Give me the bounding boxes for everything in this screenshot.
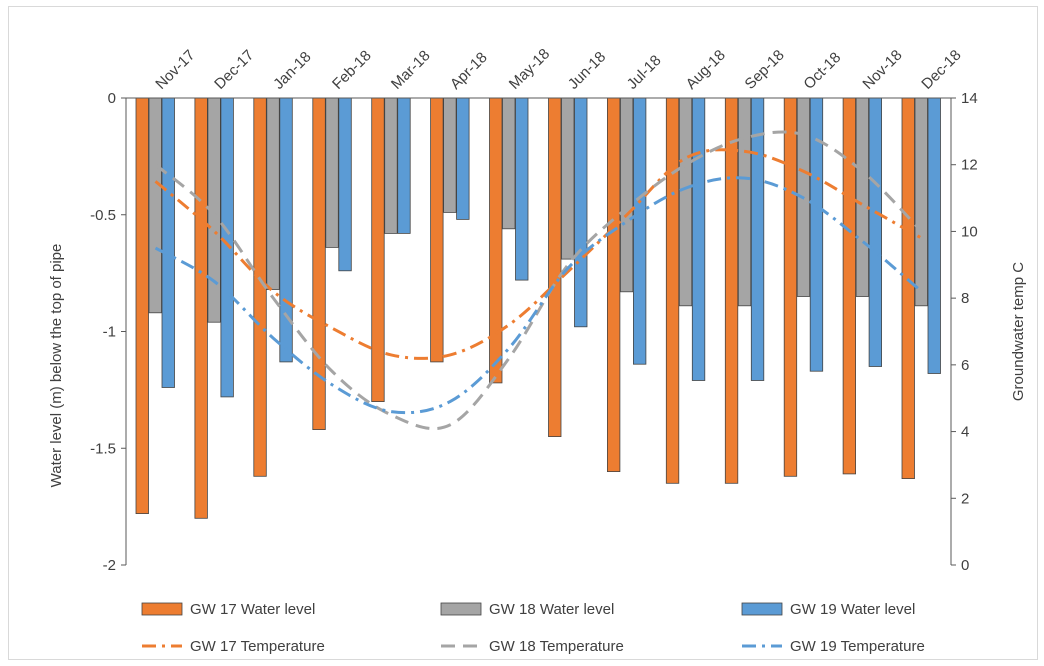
y2-tick-label: 10 — [961, 223, 978, 240]
bars-layer — [135, 97, 941, 519]
x-tick-label: Oct-18 — [800, 49, 844, 93]
bar-gw-18-water-level-jun-18 — [561, 97, 575, 260]
lines-layer — [154, 130, 923, 431]
bar-gw-18-water-level-jan-18 — [266, 97, 280, 290]
bar-gw-19-water-level-may-18 — [515, 97, 529, 281]
legend-label: GW 18 Water level — [489, 601, 614, 618]
x-tick-label: Aug-18 — [683, 47, 729, 93]
bar-gw-19-water-level-mar-18 — [397, 97, 411, 234]
bar-gw-17-water-level-oct-18 — [783, 97, 798, 477]
bar-gw-19-water-level-sep-18 — [750, 97, 765, 381]
y-tick-label: -2 — [103, 557, 116, 574]
bar-gw-18-water-level-jul-18 — [620, 97, 634, 293]
line-gw-18-temperature — [154, 130, 923, 431]
x-tick-label: Jun-18 — [565, 48, 609, 92]
bar-gw-17-water-level-nov-17 — [135, 97, 149, 515]
x-tick-label: Dec-17 — [211, 47, 257, 93]
legend-swatch-gw-18-water-level — [440, 602, 482, 616]
x-tick-label: Nov-17 — [152, 47, 198, 93]
bar-gw-17-water-level-jun-18 — [548, 97, 562, 438]
bar-gw-18-water-level-sep-18 — [737, 97, 752, 307]
y2-tick-label: 0 — [961, 557, 969, 574]
bar-gw-18-water-level-nov-18 — [855, 97, 869, 297]
bar-gw-19-water-level-feb-18 — [338, 97, 352, 272]
bar-gw-17-water-level-dec-17 — [194, 97, 208, 519]
bar-gw-17-water-level-jul-18 — [607, 97, 621, 473]
x-tick-label: Apr-18 — [447, 49, 491, 93]
legend-label: GW 19 Water level — [790, 601, 915, 618]
y2-tick-label: 12 — [961, 157, 978, 174]
y2-tick-label: 14 — [961, 90, 978, 107]
bar-gw-19-water-level-jun-18 — [574, 97, 588, 328]
bar-gw-17-water-level-apr-18 — [430, 97, 444, 363]
bar-gw-17-water-level-mar-18 — [371, 97, 385, 403]
bar-gw-17-water-level-nov-18 — [842, 97, 856, 475]
bar-gw-18-water-level-aug-18 — [678, 97, 693, 307]
y2-tick-label: 2 — [961, 490, 969, 507]
y-axis-title: Water level (m) below the top of pipe — [48, 244, 65, 488]
x-tick-label: Mar-18 — [388, 47, 434, 93]
y2-tick-label: 4 — [961, 424, 969, 441]
x-tick-label: Feb-18 — [329, 47, 375, 93]
x-tick-label: May-18 — [506, 45, 553, 92]
x-tick-label: Jan-18 — [270, 48, 314, 92]
bar-gw-17-water-level-sep-18 — [724, 97, 739, 484]
bar-gw-19-water-level-jul-18 — [633, 97, 647, 365]
legend-label: GW 17 Water level — [190, 601, 315, 618]
chart-frame: 0 -0.5 -1 -1.5 -2 14 12 10 8 6 4 2 0 Nov-17 Dec-17 Jan-… — [8, 6, 1038, 660]
bar-gw-19-water-level-nov-17 — [161, 97, 175, 388]
bar-gw-19-water-level-apr-18 — [456, 97, 470, 220]
bar-gw-19-water-level-nov-18 — [868, 97, 882, 367]
bar-gw-18-water-level-may-18 — [502, 97, 516, 230]
bar-gw-17-water-level-may-18 — [489, 97, 503, 384]
x-tick-label: Dec-18 — [918, 47, 964, 93]
y-tick-label: -0.5 — [90, 207, 116, 224]
x-tick-label: Sep-18 — [742, 47, 788, 93]
x-tick-label: Nov-18 — [859, 47, 905, 93]
y2-tick-label: 6 — [961, 357, 969, 374]
x-tick-label: Jul-18 — [624, 52, 665, 93]
legend-label: GW 18 Temperature — [489, 638, 624, 655]
bar-gw-19-water-level-dec-18 — [927, 97, 941, 374]
y-tick-label: -1.5 — [90, 440, 116, 457]
bar-gw-18-water-level-apr-18 — [443, 97, 457, 213]
y-tick-label: -1 — [103, 324, 116, 341]
legend-label: GW 17 Temperature — [190, 638, 325, 655]
y-tick-label: 0 — [108, 90, 116, 107]
legend-label: GW 19 Temperature — [790, 638, 925, 655]
bar-gw-18-water-level-mar-18 — [384, 97, 398, 234]
y2-axis-title: Groundwater temp C — [1010, 262, 1027, 401]
bar-gw-19-water-level-aug-18 — [691, 97, 706, 381]
bar-gw-18-water-level-dec-18 — [914, 97, 928, 307]
bar-gw-18-water-level-feb-18 — [325, 97, 339, 248]
legend-swatch-gw-19-water-level — [741, 602, 783, 616]
bar-gw-17-water-level-aug-18 — [665, 97, 680, 484]
y2-tick-label: 8 — [961, 290, 969, 307]
line-gw-19-temperature — [154, 176, 923, 415]
legend-layer: GW 17 Water level GW 18 Water level GW 19 … — [141, 601, 925, 655]
bar-gw-18-water-level-nov-17 — [148, 97, 162, 314]
legend-swatch-gw-17-water-level — [141, 602, 183, 616]
chart-svg: 0 -0.5 -1 -1.5 -2 14 12 10 8 6 4 2 0 Nov-17 Dec-17 Jan-… — [48, 45, 1027, 655]
bar-gw-17-water-level-dec-18 — [901, 97, 915, 480]
